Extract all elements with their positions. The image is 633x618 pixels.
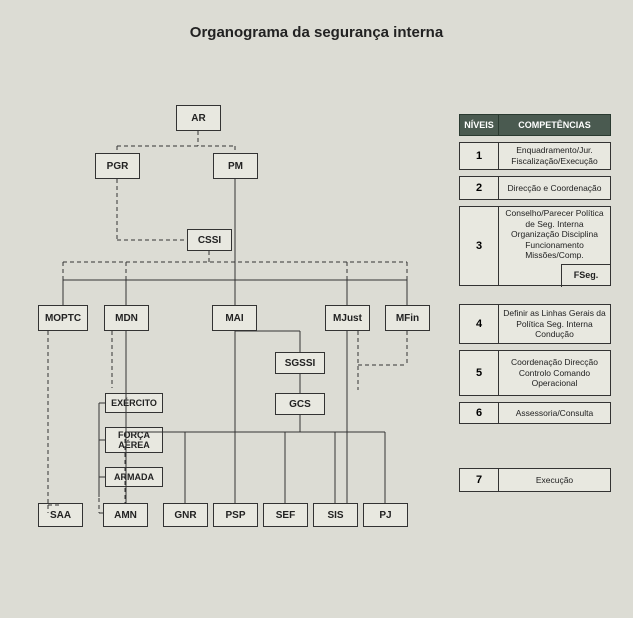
node-saa: SAA <box>38 503 83 527</box>
legend-row-6: 6Assessoria/Consulta <box>459 402 611 424</box>
node-mfin: MFin <box>385 305 430 331</box>
legend-comp: Coordenação Direcção Controlo Comando Op… <box>499 350 611 396</box>
node-gcs: GCS <box>275 393 325 415</box>
legend-row-7: 7Execução <box>459 468 611 492</box>
node-mai: MAI <box>212 305 257 331</box>
legend-header-comp: COMPETÊNCIAS <box>499 114 611 136</box>
node-sis: SIS <box>313 503 358 527</box>
node-pm: PM <box>213 153 258 179</box>
legend-row-4: 4Definir as Linhas Gerais da Política Se… <box>459 304 611 344</box>
node-pj: PJ <box>363 503 408 527</box>
legend-panel: NÍVEIS COMPETÊNCIAS 1Enquadramento/Jur. … <box>459 114 611 492</box>
legend-level: 6 <box>459 402 499 424</box>
legend-comp: Execução <box>499 468 611 492</box>
legend-header-niveis: NÍVEIS <box>459 114 499 136</box>
node-sef: SEF <box>263 503 308 527</box>
legend-level: 4 <box>459 304 499 344</box>
node-exercito: EXÉRCITO <box>105 393 163 413</box>
legend-row-1: 1Enquadramento/Jur. Fiscalização/Execuçã… <box>459 142 611 170</box>
legend-comp: Direcção e Coordenação <box>499 176 611 200</box>
legend-level: 2 <box>459 176 499 200</box>
legend-level: 5 <box>459 350 499 396</box>
legend-level: 7 <box>459 468 499 492</box>
node-armada: ARMADA <box>105 467 163 487</box>
legend-level: 3 <box>459 206 499 286</box>
node-ar: AR <box>176 105 221 131</box>
legend-level: 1 <box>459 142 499 170</box>
node-pgr: PGR <box>95 153 140 179</box>
legend-header: NÍVEIS COMPETÊNCIAS <box>459 114 611 136</box>
node-psp: PSP <box>213 503 258 527</box>
node-forca: FORÇA AÉREA <box>105 427 163 453</box>
legend-comp: Definir as Linhas Gerais da Política Seg… <box>499 304 611 344</box>
legend-row-5: 5Coordenação Direcção Controlo Comando O… <box>459 350 611 396</box>
node-cssi: CSSI <box>187 229 232 251</box>
legend-comp: Enquadramento/Jur. Fiscalização/Execução <box>499 142 611 170</box>
node-moptc: MOPTC <box>38 305 88 331</box>
legend-row-3: 3Conselho/Parecer Política de Seg. Inter… <box>459 206 611 286</box>
node-mdn: MDN <box>104 305 149 331</box>
node-mjust: MJust <box>325 305 370 331</box>
legend-row-2: 2Direcção e Coordenação <box>459 176 611 200</box>
node-sgssi: SGSSI <box>275 352 325 374</box>
legend-comp: Assessoria/Consulta <box>499 402 611 424</box>
node-gnr: GNR <box>163 503 208 527</box>
node-amn: AMN <box>103 503 148 527</box>
page-title: Organograma da segurança interna <box>0 24 633 41</box>
legend-comp: Conselho/Parecer Política de Seg. Intern… <box>499 206 611 286</box>
